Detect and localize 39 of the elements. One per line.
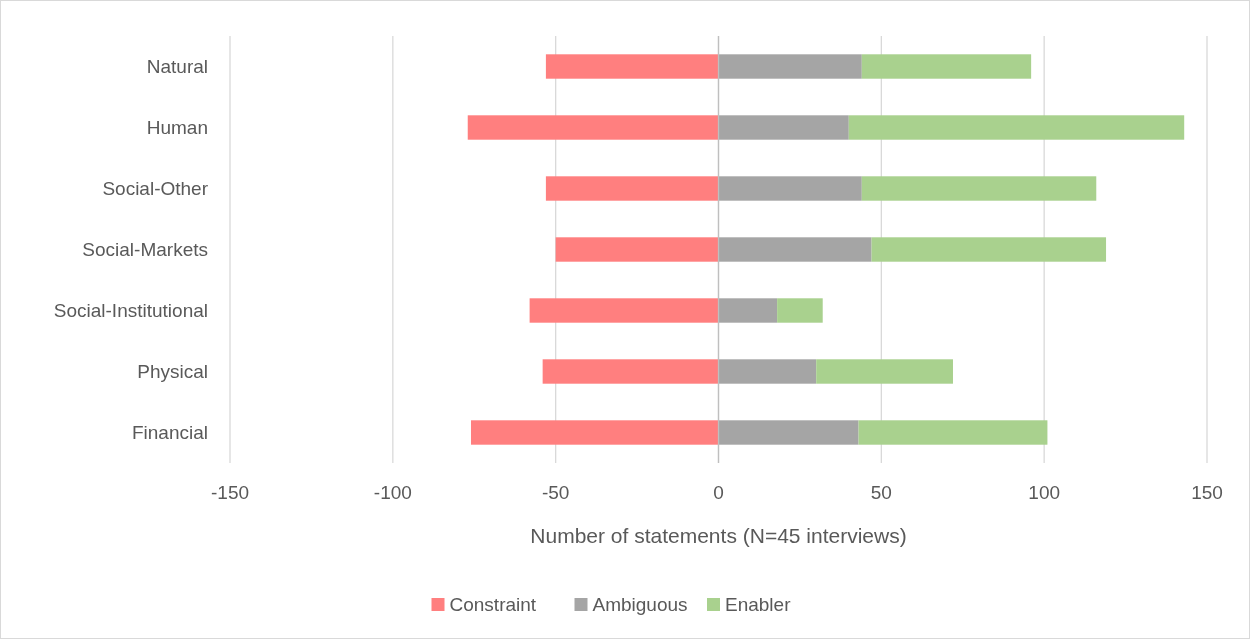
bar <box>871 237 1107 262</box>
x-axis-title: Number of statements (N=45 interviews) <box>530 524 907 547</box>
bar <box>545 176 719 201</box>
bar <box>861 176 1097 201</box>
bar <box>529 298 719 323</box>
x-tick-label: -50 <box>541 482 570 503</box>
y-tick-label: Social-Institutional <box>53 300 208 322</box>
y-tick-label: Physical <box>137 361 208 383</box>
y-tick-label: Social-Other <box>102 178 209 200</box>
bar <box>848 115 1185 140</box>
bar <box>718 176 862 201</box>
y-tick-label: Social-Markets <box>82 239 208 261</box>
y-tick-label: Natural <box>146 56 208 78</box>
y-tick-label: Financial <box>131 422 208 444</box>
x-tick-label: -100 <box>373 482 412 503</box>
x-tick-label: 0 <box>713 482 724 503</box>
legend-label: Enabler <box>725 593 792 615</box>
bar <box>542 359 719 384</box>
bar <box>718 115 849 140</box>
bar <box>470 420 719 445</box>
y-tick-label: Human <box>146 117 208 139</box>
x-tick-label: 150 <box>1191 482 1223 503</box>
bar <box>718 237 872 262</box>
bar <box>718 54 862 79</box>
x-tick-label: -150 <box>210 482 250 503</box>
legend-label: Ambiguous <box>592 593 688 615</box>
x-tick-label: 50 <box>870 482 892 503</box>
bar <box>555 237 719 262</box>
x-tick-label: 100 <box>1028 482 1061 503</box>
bar <box>861 54 1032 79</box>
bar <box>777 298 823 323</box>
bar <box>545 54 719 79</box>
legend-label: Constraint <box>449 593 537 615</box>
bar <box>718 298 778 323</box>
bar <box>858 420 1048 445</box>
bar <box>718 420 859 445</box>
bar <box>467 115 719 140</box>
bar <box>816 359 953 384</box>
bar <box>718 359 817 384</box>
